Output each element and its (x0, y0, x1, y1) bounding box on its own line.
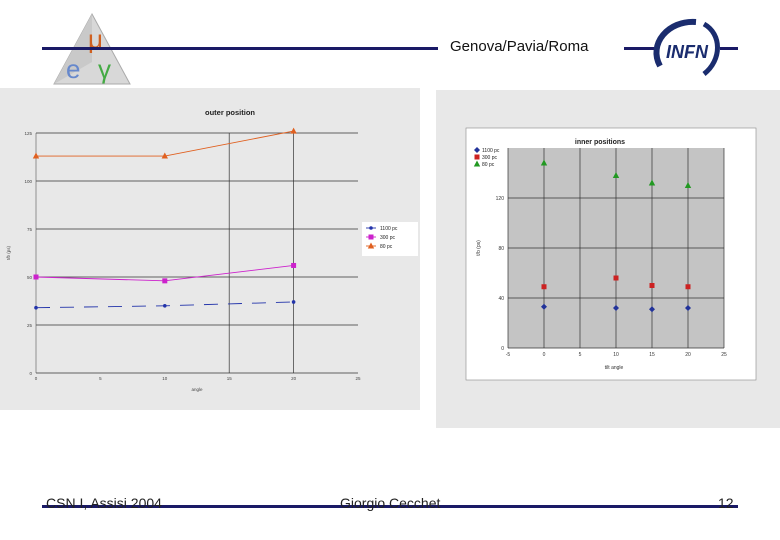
chart-title: outer position (205, 108, 255, 117)
y-tick-label: 50 (27, 275, 33, 280)
legend-label: 1100 pc (482, 148, 500, 154)
y-tick-label: 25 (27, 323, 33, 328)
data-point (290, 127, 297, 134)
y-axis-label: t/b (ps) (476, 240, 482, 256)
y-tick-label: 125 (24, 131, 32, 136)
legend-marker (369, 226, 373, 230)
data-point (541, 303, 547, 310)
outer-position-chart: outer position 0 25 50 75 100 125 0 5 10 15 20 25 ang… (6, 108, 418, 392)
footer-author: Giorgio Cecchet (340, 495, 441, 511)
y-tick-label: 80 (498, 246, 504, 252)
data-point (649, 306, 655, 313)
infn-text: INFN (666, 42, 709, 62)
x-tick-label: 20 (291, 376, 297, 381)
infn-logo: INFN (648, 14, 728, 84)
data-point (291, 300, 296, 304)
x-tick-label: 25 (355, 376, 361, 381)
legend-marker (368, 234, 374, 240)
inner-positions-chart-panel: inner positions 0 40 80 120 -5 0 5 10 15 20 25 tilt … (436, 90, 780, 428)
data-point (34, 305, 38, 310)
x-tick-label: 15 (649, 352, 655, 358)
data-point (541, 284, 547, 290)
data-point (649, 283, 655, 288)
y-tick-label: 40 (498, 296, 504, 302)
gamma-symbol: γ (98, 54, 111, 84)
header-rule-right (720, 47, 738, 50)
y-tick-label: 0 (501, 346, 504, 352)
x-tick-label: 5 (579, 352, 582, 358)
x-tick-label: 20 (685, 352, 691, 358)
header-rule-left (42, 47, 438, 50)
y-tick-label: 100 (24, 179, 32, 184)
x-axis-label: tilt angle (605, 365, 624, 371)
outer-position-chart-panel: outer position 0 25 50 75 100 125 0 5 10 15 20 25 ang… (0, 88, 420, 410)
legend-label: 80 pc (380, 244, 393, 250)
mu-symbol: μ (88, 24, 103, 54)
legend-label: 1100 pc (380, 226, 398, 232)
data-point (685, 305, 691, 311)
legend-label: 300 pc (380, 235, 396, 241)
legend-marker (367, 242, 375, 249)
legend-label: 80 pc (482, 162, 495, 168)
y-tick-label: 0 (29, 371, 32, 376)
footer-venue: CSN I, Assisi 2004 (46, 495, 162, 511)
footer-page-number: 12 (718, 495, 734, 511)
data-point (648, 179, 656, 186)
data-point (613, 305, 619, 311)
legend-label: 300 pc (482, 155, 498, 161)
data-point (161, 152, 168, 159)
x-tick-label: -5 (506, 352, 511, 358)
header-title: Genova/Pavia/Roma (450, 38, 589, 55)
x-tick-label: 0 (543, 352, 546, 358)
y-tick-label: 75 (27, 227, 33, 232)
x-tick-label: 25 (721, 352, 727, 358)
x-axis-label: angle (191, 387, 203, 392)
y-tick-label: 120 (496, 196, 505, 202)
header-rule-mid (624, 47, 654, 50)
footer-rule (42, 505, 738, 508)
x-tick-label: 10 (613, 352, 619, 358)
legend-marker (474, 154, 480, 160)
legend-marker (473, 160, 481, 167)
x-tick-label: 5 (99, 376, 102, 381)
data-point (32, 152, 40, 159)
data-point (685, 284, 691, 290)
data-point (163, 304, 167, 308)
data-point (162, 278, 168, 284)
mu-e-gamma-logo: μ e γ (52, 12, 132, 88)
y-axis-label: t/b (ps) (6, 246, 11, 261)
x-tick-label: 0 (35, 376, 38, 381)
e-symbol: e (66, 54, 80, 84)
data-point (33, 274, 39, 280)
series-line (36, 130, 294, 157)
x-tick-label: 10 (162, 376, 168, 381)
data-point (612, 172, 620, 178)
data-point (540, 159, 548, 166)
data-point (613, 275, 619, 281)
data-point (291, 262, 297, 268)
data-point (684, 182, 692, 188)
chart-title: inner positions (575, 139, 625, 146)
legend-marker (474, 147, 480, 153)
x-tick-label: 15 (227, 376, 233, 381)
